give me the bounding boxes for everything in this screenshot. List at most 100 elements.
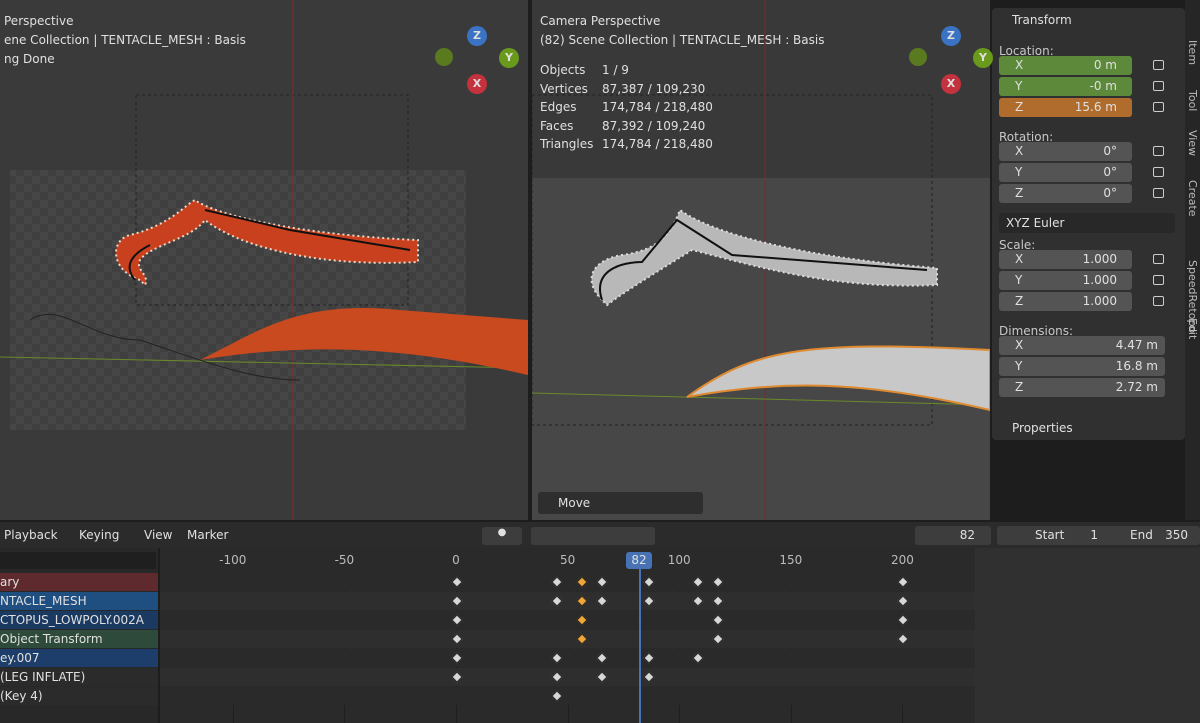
range-box[interactable] xyxy=(997,526,1200,545)
record-button[interactable]: ● xyxy=(482,527,522,545)
gizmo-neg[interactable] xyxy=(909,48,927,66)
channel-name: Object Transform xyxy=(0,632,103,646)
stat-label: Vertices xyxy=(540,81,588,96)
field-value: 0° xyxy=(1103,144,1117,158)
field-axis: Z xyxy=(1015,100,1024,114)
field-axis: Y xyxy=(1015,359,1023,373)
lock-icon[interactable] xyxy=(1153,188,1164,198)
playback-controls[interactable] xyxy=(531,527,655,545)
ruler-label: -50 xyxy=(334,553,355,567)
key-row xyxy=(160,573,975,591)
channel-row[interactable] xyxy=(0,611,158,629)
field-value: 0° xyxy=(1103,165,1117,179)
stat-value: 87,392 / 109,240 xyxy=(602,118,706,133)
field[interactable] xyxy=(999,163,1132,182)
lock-icon[interactable] xyxy=(1153,296,1164,306)
section-label: Scale: xyxy=(999,238,1036,252)
field[interactable] xyxy=(999,77,1132,96)
channel-row[interactable] xyxy=(0,687,158,705)
ruler-label: -100 xyxy=(219,553,247,567)
field[interactable] xyxy=(999,184,1132,203)
field-value: 15.6 m xyxy=(1074,100,1117,114)
channel-name: ey.007 xyxy=(0,651,40,665)
ruler-label: 0 xyxy=(452,553,460,567)
field-axis: Z xyxy=(1015,380,1024,394)
field-axis: X xyxy=(1015,58,1024,72)
lock-icon[interactable] xyxy=(1153,146,1164,156)
channel-row[interactable] xyxy=(0,649,158,667)
start-value: 1 xyxy=(1090,528,1098,542)
right-viewport[interactable]: Move xyxy=(532,0,990,520)
menu[interactable]: Marker xyxy=(187,528,229,542)
sidebar-tab[interactable]: Edit xyxy=(1186,318,1199,340)
sidebar-tab[interactable]: View xyxy=(1186,130,1199,157)
field[interactable] xyxy=(999,378,1165,397)
field-value: 1.000 xyxy=(1082,294,1117,308)
gizmo-neg[interactable] xyxy=(435,48,453,66)
lock-icon[interactable] xyxy=(1153,167,1164,177)
lock-icon[interactable] xyxy=(1153,254,1164,264)
field[interactable] xyxy=(999,142,1132,161)
channel-name: ary xyxy=(0,575,20,589)
field-value: 16.8 m xyxy=(1115,359,1158,373)
viewport-info: Perspective xyxy=(4,14,74,28)
current-frame: 82 xyxy=(959,528,975,542)
channel-name: CTOPUS_LOWPOLY.002A xyxy=(0,613,144,627)
channel-row[interactable] xyxy=(0,592,158,610)
field[interactable] xyxy=(999,292,1132,311)
field[interactable] xyxy=(999,250,1132,269)
field[interactable] xyxy=(999,98,1132,117)
channel-row[interactable] xyxy=(0,573,158,591)
gizmo-axis[interactable]: Y xyxy=(973,48,993,68)
key-row xyxy=(160,649,975,667)
dopesheet-empty xyxy=(975,548,1200,723)
gizmo-axis[interactable]: X xyxy=(941,74,961,94)
channel-name: (Key 4) xyxy=(0,689,43,703)
viewport-info: (82) Scene Collection | TENTACLE_MESH : … xyxy=(540,33,825,47)
field[interactable] xyxy=(999,336,1165,355)
sidebar-tab[interactable]: Tool xyxy=(1186,90,1199,112)
panel-title[interactable]: Transform xyxy=(1012,13,1072,27)
properties-header[interactable]: Properties xyxy=(1012,421,1073,435)
frame-box[interactable] xyxy=(915,526,991,545)
operator-panel[interactable] xyxy=(538,492,703,514)
section-label: Dimensions: xyxy=(999,324,1074,338)
gizmo-axis[interactable]: Z xyxy=(467,26,487,46)
field-value: 0 m xyxy=(1093,58,1117,72)
playhead-label[interactable]: 82 xyxy=(626,552,653,569)
field-value: 4.47 m xyxy=(1115,338,1158,352)
key-row xyxy=(160,630,975,648)
lock-icon[interactable] xyxy=(1153,275,1164,285)
gizmo-axis[interactable]: Z xyxy=(941,26,961,46)
section-label: Location: xyxy=(999,44,1054,58)
left-scene xyxy=(0,0,528,520)
lock-icon[interactable] xyxy=(1153,60,1164,70)
field[interactable] xyxy=(999,271,1132,290)
field-axis: X xyxy=(1015,252,1024,266)
sidebar-tab[interactable]: Item xyxy=(1186,40,1199,66)
menu[interactable]: Keying xyxy=(79,528,120,542)
gizmo-axis[interactable]: X xyxy=(467,74,487,94)
ruler-label: 200 xyxy=(890,553,914,567)
channel-row[interactable] xyxy=(0,630,158,648)
lock-icon[interactable] xyxy=(1153,81,1164,91)
menu[interactable]: Playback xyxy=(4,528,58,542)
field-axis: Y xyxy=(1015,273,1023,287)
field[interactable] xyxy=(999,56,1132,75)
stat-label: Triangles xyxy=(540,137,594,152)
menu[interactable]: View xyxy=(144,528,173,542)
channel-name: (LEG INFLATE) xyxy=(0,670,86,684)
lock-icon[interactable] xyxy=(1153,102,1164,112)
stat-label: Objects xyxy=(540,63,586,77)
stat-value: 87,387 / 109,230 xyxy=(602,81,706,96)
start-label: Start xyxy=(1035,528,1065,542)
field[interactable] xyxy=(999,357,1165,376)
mode-dropdown[interactable] xyxy=(999,213,1175,233)
channel-row[interactable] xyxy=(0,668,158,686)
channel-search[interactable] xyxy=(0,552,156,569)
left-viewport[interactable] xyxy=(0,0,528,520)
stat-value: 174,784 / 218,480 xyxy=(602,100,713,115)
sidebar-tab[interactable]: Create xyxy=(1186,180,1199,217)
gizmo-axis[interactable]: Y xyxy=(499,48,519,68)
